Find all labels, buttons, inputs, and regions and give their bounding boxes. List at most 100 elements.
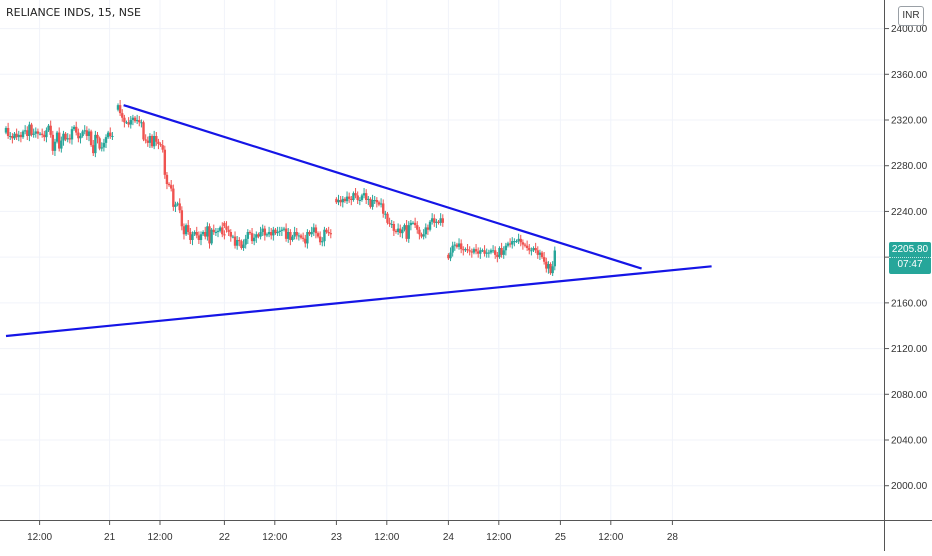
candle-body [142, 122, 145, 140]
candle-body [47, 125, 50, 131]
candle-body [159, 144, 162, 146]
candle-body [250, 233, 254, 242]
candle-body [371, 200, 374, 207]
time-tick-label: 28 [667, 532, 679, 543]
candle-body [244, 238, 247, 245]
candle-body [240, 241, 243, 248]
candle-body [435, 221, 438, 223]
time-tick-label: 12:00 [27, 532, 52, 543]
candle-body [83, 130, 86, 132]
time-axis[interactable]: 12:00 21 12:00 22 12:00 23 12:00 24 12:00 25 12:00… [0, 520, 884, 551]
candle-body [335, 198, 338, 203]
candle-body [189, 232, 192, 240]
candle-body [297, 235, 301, 237]
candle-body [474, 249, 478, 252]
candle-body [481, 250, 484, 252]
candle-body [282, 228, 286, 230]
candle-body [291, 236, 294, 240]
candle-body [148, 136, 152, 143]
candle-body [530, 250, 533, 252]
candle-body [504, 245, 508, 251]
candle-body [206, 226, 209, 237]
candle-body [362, 193, 366, 196]
candle-body [223, 234, 226, 236]
price-tick-label: 2400.00 [891, 24, 928, 35]
candle-body [519, 238, 522, 243]
candle-body [157, 141, 160, 144]
candle-body [502, 250, 505, 255]
candle-body [223, 222, 226, 227]
candle-body [549, 264, 552, 274]
candle-body [87, 131, 91, 136]
candle-body [280, 229, 284, 231]
candle-body [70, 129, 74, 140]
candle-body [191, 234, 194, 240]
candle-body [216, 230, 220, 232]
candle-body [312, 227, 315, 232]
candle-body [221, 227, 224, 235]
candle-body [121, 113, 124, 118]
candle-body [127, 122, 130, 125]
candle-body [468, 250, 471, 252]
candle-body [129, 120, 132, 125]
candle-body [60, 140, 63, 149]
candle-body [364, 193, 368, 200]
candle-body [135, 120, 139, 122]
candle-body [382, 203, 385, 214]
candle-body [325, 229, 328, 232]
candle-body [301, 237, 305, 239]
candle-body [38, 133, 42, 135]
candle-body [413, 222, 417, 226]
candle-body [354, 193, 357, 196]
candle-body [26, 130, 29, 136]
last-price-badge: 2205.80 07:47 [889, 241, 931, 274]
candle-body [451, 245, 454, 253]
candle-body [17, 134, 20, 138]
candle-body [133, 117, 137, 122]
time-tick-label: 22 [219, 532, 231, 543]
candle-body [118, 105, 122, 114]
time-tick-label: 12:00 [147, 532, 172, 543]
candle-body [176, 203, 179, 205]
candle-body [9, 136, 12, 137]
time-tick-label: 12:00 [598, 532, 623, 543]
candle-body [329, 233, 332, 235]
candle-body [441, 218, 444, 223]
candle-body [45, 130, 48, 138]
candle-body [257, 234, 260, 237]
candle-body [6, 128, 10, 136]
candle-body [430, 218, 434, 222]
candle-body [231, 236, 235, 238]
candle-body [428, 221, 432, 230]
candle-body [479, 250, 482, 254]
candle-body [187, 225, 190, 232]
candle-body [284, 228, 288, 239]
candle-body [525, 245, 529, 248]
candle-body [79, 136, 82, 139]
candle-body [350, 198, 353, 200]
candle-body [238, 240, 241, 242]
candle-body [513, 241, 516, 243]
candle-body [235, 240, 239, 246]
last-price-value: 2205.80 [891, 243, 929, 255]
candle-body [476, 251, 480, 254]
candle-body [199, 234, 203, 240]
candle-body [534, 248, 537, 251]
candle-body [500, 248, 503, 255]
candle-body [377, 202, 381, 205]
time-tick-label: 12:00 [262, 532, 287, 543]
candle-body [146, 140, 149, 143]
candle-body [193, 232, 196, 235]
candle-body [163, 149, 167, 175]
candle-body [43, 134, 46, 138]
candle-body [170, 185, 173, 189]
candle-body [23, 130, 27, 132]
candle-body [418, 229, 421, 235]
candle-body [182, 226, 186, 235]
candle-body [210, 229, 213, 244]
candle-body [323, 229, 326, 242]
candle-body [316, 233, 320, 237]
currency-badge[interactable]: INR [898, 6, 924, 26]
